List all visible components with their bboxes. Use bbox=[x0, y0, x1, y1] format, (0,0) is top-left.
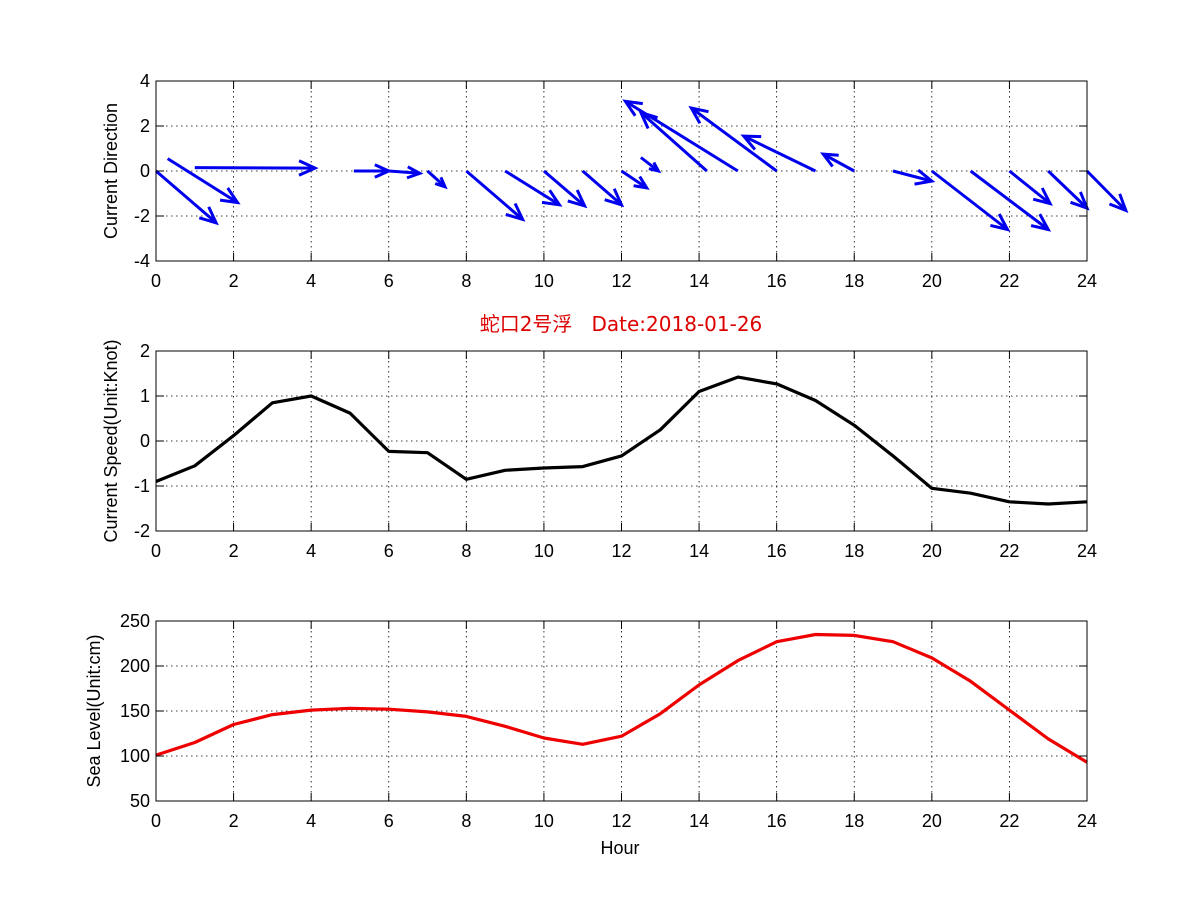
hour-xlabel: Hour bbox=[600, 838, 639, 858]
x-tick-label: 10 bbox=[534, 811, 554, 831]
x-tick-label: 16 bbox=[767, 271, 787, 291]
x-tick-label: 14 bbox=[689, 811, 709, 831]
x-tick-label: 4 bbox=[306, 811, 316, 831]
x-tick-label: 6 bbox=[384, 541, 394, 561]
y-tick-label: 2 bbox=[140, 341, 150, 361]
x-tick-label: 2 bbox=[229, 271, 239, 291]
x-tick-label: 10 bbox=[534, 541, 554, 561]
x-tick-label: 14 bbox=[689, 541, 709, 561]
y-tick-label: 150 bbox=[120, 701, 150, 721]
x-tick-label: 0 bbox=[151, 541, 161, 561]
x-tick-label: 0 bbox=[151, 811, 161, 831]
current-arrow bbox=[969, 169, 1052, 232]
current-arrow bbox=[581, 169, 625, 208]
x-tick-label: 16 bbox=[767, 811, 787, 831]
y-tick-label: 200 bbox=[120, 656, 150, 676]
x-tick-label: 4 bbox=[306, 271, 316, 291]
current-arrow bbox=[194, 159, 319, 177]
y-tick-label: -1 bbox=[134, 476, 150, 496]
x-tick-label: 24 bbox=[1077, 271, 1097, 291]
current-arrow bbox=[892, 168, 936, 186]
x-tick-label: 12 bbox=[611, 271, 631, 291]
x-tick-label: 24 bbox=[1077, 541, 1097, 561]
x-tick-label: 22 bbox=[999, 541, 1019, 561]
current-arrow bbox=[930, 169, 1011, 232]
x-tick-label: 18 bbox=[844, 811, 864, 831]
y-tick-label: 50 bbox=[130, 791, 150, 811]
current-arrow bbox=[1008, 169, 1053, 206]
x-tick-label: 10 bbox=[534, 271, 554, 291]
current-arrow bbox=[1085, 169, 1129, 214]
y-tick-label: 2 bbox=[140, 116, 150, 136]
x-tick-label: 14 bbox=[689, 271, 709, 291]
x-tick-label: 8 bbox=[461, 271, 471, 291]
current-arrow bbox=[166, 157, 241, 205]
current-arrow bbox=[542, 169, 588, 209]
y-tick-label: -2 bbox=[134, 206, 150, 226]
x-tick-label: 4 bbox=[306, 541, 316, 561]
current-direction-ylabel: Current Direction bbox=[101, 103, 121, 239]
current-direction-panel: Current Direction 0 2 4 6 8 10 12 14 16 18 20 22 24-… bbox=[101, 71, 1129, 291]
x-tick-label: 20 bbox=[922, 541, 942, 561]
current-arrow bbox=[620, 169, 650, 190]
current-arrow bbox=[426, 169, 448, 190]
chart-title: 蛇口2号浮 Date:2018-01-26 bbox=[480, 312, 763, 336]
y-tick-label: 0 bbox=[140, 431, 150, 451]
x-tick-label: 12 bbox=[611, 541, 631, 561]
x-tick-label: 2 bbox=[229, 811, 239, 831]
current-speed-panel: 蛇口2号浮 Date:2018-01-26 Current Speed(Unit… bbox=[101, 312, 1097, 561]
x-tick-label: 20 bbox=[922, 811, 942, 831]
y-tick-label: 100 bbox=[120, 746, 150, 766]
current-speed-ylabel: Current Speed(Unit:Knot) bbox=[101, 339, 121, 542]
y-tick-label: 1 bbox=[140, 386, 150, 406]
current-arrow bbox=[388, 165, 424, 180]
current-arrow bbox=[504, 169, 563, 207]
x-tick-label: 2 bbox=[229, 541, 239, 561]
y-tick-label: 250 bbox=[120, 611, 150, 631]
x-tick-label: 24 bbox=[1077, 811, 1097, 831]
x-tick-label: 22 bbox=[999, 811, 1019, 831]
current-arrow bbox=[819, 152, 855, 173]
current-arrow bbox=[155, 169, 219, 226]
x-tick-label: 22 bbox=[999, 271, 1019, 291]
current-arrow bbox=[465, 169, 526, 222]
x-tick-label: 18 bbox=[844, 541, 864, 561]
sea-level-ylabel: Sea Level(Unit:cm) bbox=[84, 634, 104, 787]
current-arrow bbox=[639, 156, 662, 174]
x-tick-label: 6 bbox=[384, 271, 394, 291]
sea-level-panel: Sea Level(Unit:cm) Hour 0 2 4 6 8 10 12 14 16 18 2… bbox=[84, 611, 1097, 858]
y-tick-label: -2 bbox=[134, 521, 150, 541]
x-tick-label: 12 bbox=[611, 811, 631, 831]
y-tick-label: -4 bbox=[134, 251, 150, 271]
current-arrow bbox=[622, 99, 739, 173]
x-tick-label: 20 bbox=[922, 271, 942, 291]
x-tick-label: 6 bbox=[384, 811, 394, 831]
x-tick-label: 16 bbox=[767, 541, 787, 561]
x-tick-label: 8 bbox=[461, 811, 471, 831]
current-arrow bbox=[688, 105, 778, 173]
x-tick-label: 0 bbox=[151, 271, 161, 291]
y-tick-label: 4 bbox=[140, 71, 150, 91]
y-tick-label: 0 bbox=[140, 161, 150, 181]
x-tick-label: 18 bbox=[844, 271, 864, 291]
x-tick-label: 8 bbox=[461, 541, 471, 561]
current-arrow bbox=[740, 134, 817, 173]
